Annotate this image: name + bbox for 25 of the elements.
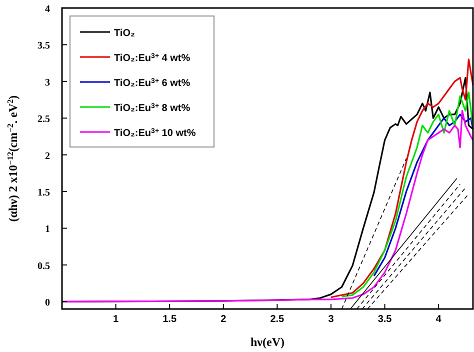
- y-tick-label: 2.5: [38, 114, 50, 126]
- x-tick-label: 1.5: [162, 314, 177, 325]
- x-tick-label: 1: [113, 314, 120, 325]
- y-tick-label: 2: [45, 150, 50, 162]
- line-series: [340, 92, 474, 298]
- x-axis-title: hν(eV): [250, 335, 285, 349]
- line-series: [330, 58, 474, 298]
- x-tick-label: 4: [436, 314, 442, 325]
- legend-label: TiO₂:Eu$^{3+}$ 8 wt%: [114, 102, 190, 114]
- legend-label: TiO₂:Eu$^{3+}$ 4 wt%: [114, 52, 190, 64]
- y-tick-label: 1: [45, 224, 50, 236]
- x-tick-label: 3.5: [378, 314, 392, 325]
- y-tick-label: 1.5: [38, 188, 50, 199]
- line-series: [373, 114, 474, 277]
- y-tick-label: 3.5: [38, 40, 50, 52]
- x-tick-label: 2: [220, 314, 227, 325]
- x-tick-label: 3: [328, 314, 334, 325]
- legend-label: TiO₂:Eu$^{3+}$ 6 wt%: [114, 78, 190, 89]
- y-tick-label: 0: [45, 298, 50, 309]
- y-tick-label: 4: [45, 4, 50, 15]
- legend-label: TiO₂: [114, 28, 135, 39]
- y-tick-label: 0.5: [38, 260, 50, 272]
- y-tick-label: 3: [45, 77, 50, 88]
- legend-label: TiO₂:Eu$^{3+}$ 10 wt%: [114, 128, 196, 139]
- x-tick-label: 2.5: [270, 314, 285, 325]
